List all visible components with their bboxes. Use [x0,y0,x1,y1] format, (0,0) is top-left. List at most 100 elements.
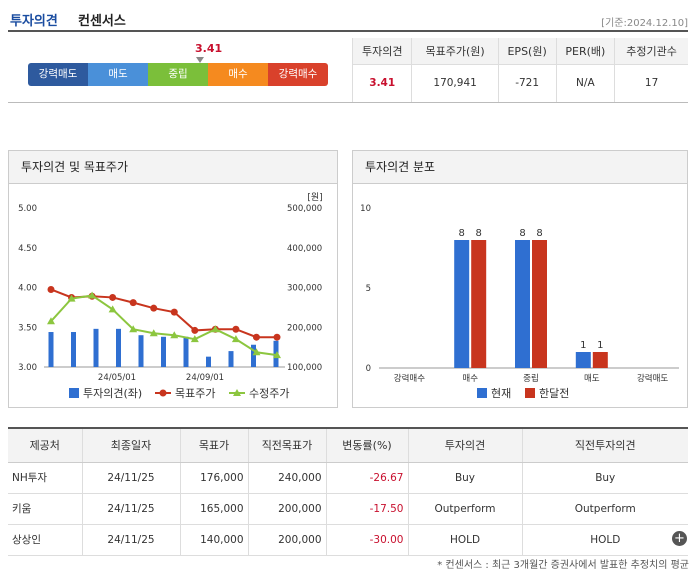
gauge-strong-buy: 강력매수 [268,63,328,86]
prev-target-price: 200,000 [247,493,326,525]
month-ago-bar [532,240,547,368]
adjusted-price-point [273,351,281,359]
adjusted-price-point [47,317,55,325]
data-label: 8 [536,228,542,239]
summary-header: 투자의견 [351,38,412,65]
prev-opinion: Outperform [521,493,688,525]
summary-header: 목표주가(원) [411,38,499,65]
adjusted-price-point [211,325,220,333]
legend-bar-icon [69,388,79,398]
right-axis-tick: 100,000 [287,363,322,373]
unit-label: [원] [307,192,322,203]
adjusted-price-point [252,348,261,356]
panel-title: 투자의견 및 목표주가 [9,151,337,184]
target-price-point [191,326,199,334]
opinion-bar [71,332,76,367]
legend-label: 한달전 [539,387,569,400]
category-label: 매수 [462,374,478,384]
category-label: 매도 [584,374,600,384]
legend-label: 수정주가 [249,387,289,400]
base-date: [기준:2024.12.10] [601,18,688,29]
current-bar [515,240,530,368]
last-date: 24/11/25 [81,462,180,494]
summary-opinion: 3.41 [351,64,412,103]
opinion-gauge: 강력매도 매도 중립 매수 강력매수 [28,63,328,86]
opinion-target-price-chart: [원] 5.00 500,000 4.50 400,000 4.00 300,000 3.50… [18,192,323,400]
prev-opinion: Buy [521,462,688,494]
legend-bar-icon [525,388,535,398]
consensus-summary-table: 투자의견 목표주가(원) EPS(원) PER(배) 추정기관수 3.41 17… [351,38,688,103]
opinion: HOLD [407,524,522,556]
opinion-bar [116,328,121,367]
gauge-sell: 매도 [88,63,148,86]
target-price-point [273,333,281,341]
left-axis-tick: 3.00 [18,363,37,373]
broker-name: NH투자 [8,462,82,494]
target-price: 140,000 [179,524,248,556]
legend-label: 현재 [491,387,511,400]
right-axis-tick: 500,000 [287,204,322,214]
broker-name: 상상인 [8,524,82,556]
x-axis-tick: 24/09/01 [186,373,224,383]
legend-label: 투자의견(좌) [83,387,142,400]
opinion-bar [161,336,166,367]
left-axis-tick: 5.00 [18,204,37,214]
data-label: 8 [459,228,465,239]
legend-bar-icon [477,388,487,398]
summary-header: 추정기관수 [614,38,688,65]
right-axis-tick: 400,000 [287,244,322,254]
y-axis-tick: 0 [366,364,371,374]
summary-eps: -721 [497,64,556,103]
target-price-point [252,333,260,341]
gauge-value: 3.41 [195,42,223,55]
adjusted-price-point [88,291,97,299]
adjusted-price-point [149,329,158,337]
summary-per: N/A [555,64,615,103]
expand-plus-icon[interactable]: + [672,531,687,546]
x-axis-tick: 24/05/01 [98,373,136,383]
table-row: NH투자 24/11/25 176,000 240,000 -26.67 Buy… [8,462,688,494]
gauge-marker-icon [196,57,204,63]
target-price-point [109,293,117,301]
data-label: 1 [597,340,603,351]
target-price: 176,000 [179,462,248,494]
last-date: 24/11/25 [81,493,180,525]
month-ago-bar [592,352,608,368]
opinion: Buy [407,462,522,494]
summary-header: PER(배) [555,38,615,65]
opinion-target-price-panel: 투자의견 및 목표주가 [원] 5.00 500,000 4.50 400,000 4.0… [8,150,338,408]
col-header: 제공처 [8,428,82,463]
col-header: 직전목표가 [247,428,326,463]
opinion-bar [251,344,256,367]
current-bar [575,352,591,368]
prev-target-price: 200,000 [247,524,326,556]
opinion-bar [48,332,54,367]
panel-title: 투자의견 분포 [353,151,687,184]
target-price-point [170,308,178,316]
summary-institution-count: 17 [614,64,688,103]
current-bar [454,240,470,368]
gauge-buy: 매수 [208,63,268,86]
legend-triangle-icon [233,389,241,396]
category-label: 강력매도 [637,373,668,384]
adjusted-price-point [190,335,199,343]
legend-label: 목표주가 [175,387,215,400]
col-header: 변동률(%) [325,428,408,463]
section-title: 투자의견 [10,14,58,29]
adjusted-price-point [129,325,138,333]
summary-header: EPS(원) [497,38,556,65]
target-price-point [232,325,240,333]
adjusted-price-point [67,294,76,302]
target-price-point [129,299,137,307]
col-header: 직전투자의견 [521,428,688,463]
left-axis-tick: 4.00 [18,284,37,294]
prev-opinion: HOLD [521,524,688,556]
change-rate: -17.50 [325,493,408,525]
table-row: 상상인 24/11/25 140,000 200,000 -30.00 HOLD… [8,524,688,556]
target-price-point [47,285,55,293]
footnote: * 컨센서스 : 최근 3개월간 증권사에서 발표한 추정치의 평균 [437,560,689,571]
col-header: 투자의견 [407,428,522,463]
right-axis-tick: 200,000 [287,323,322,333]
right-axis-tick: 300,000 [287,284,322,294]
